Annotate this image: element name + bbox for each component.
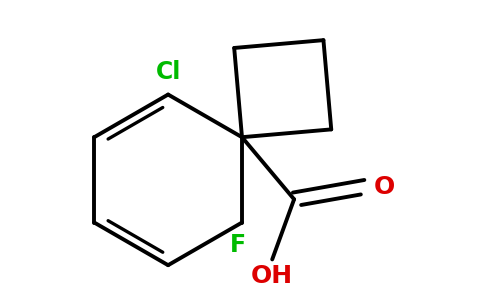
Text: O: O [374, 175, 395, 199]
Text: OH: OH [251, 264, 293, 288]
Text: Cl: Cl [155, 60, 181, 84]
Text: F: F [230, 233, 246, 257]
